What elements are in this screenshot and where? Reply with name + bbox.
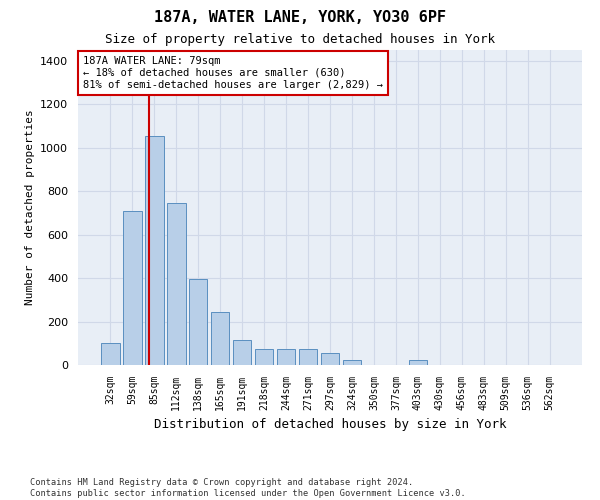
Text: Contains HM Land Registry data © Crown copyright and database right 2024.
Contai: Contains HM Land Registry data © Crown c… [30, 478, 466, 498]
Bar [145, 136, 164, 365]
Bar [101, 344, 119, 365]
Bar [123, 211, 142, 365]
Y-axis label: Number of detached properties: Number of detached properties [25, 110, 35, 306]
Text: Size of property relative to detached houses in York: Size of property relative to detached ho… [105, 32, 495, 46]
Bar [409, 360, 427, 365]
Text: 187A, WATER LANE, YORK, YO30 6PF: 187A, WATER LANE, YORK, YO30 6PF [154, 10, 446, 25]
Bar [167, 203, 185, 365]
Text: 187A WATER LANE: 79sqm
← 18% of detached houses are smaller (630)
81% of semi-de: 187A WATER LANE: 79sqm ← 18% of detached… [83, 56, 383, 90]
Bar [211, 312, 229, 365]
X-axis label: Distribution of detached houses by size in York: Distribution of detached houses by size … [154, 418, 506, 432]
Bar [233, 340, 251, 365]
Bar [299, 348, 317, 365]
Bar [189, 279, 208, 365]
Bar [255, 348, 274, 365]
Bar [343, 360, 361, 365]
Bar [320, 353, 340, 365]
Bar [277, 348, 295, 365]
